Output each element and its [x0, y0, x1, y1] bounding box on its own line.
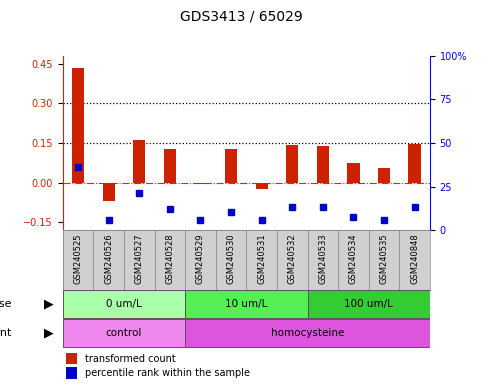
Bar: [317, 146, 329, 183]
Bar: [308, 291, 430, 318]
Bar: [93, 230, 124, 290]
Bar: [102, 183, 115, 201]
Text: GSM240529: GSM240529: [196, 233, 205, 284]
Bar: [67, 353, 77, 364]
Bar: [369, 230, 399, 290]
Bar: [277, 230, 308, 290]
Text: GSM240526: GSM240526: [104, 233, 113, 284]
Text: GSM240848: GSM240848: [410, 233, 419, 284]
Bar: [194, 183, 207, 184]
Bar: [72, 68, 84, 183]
Bar: [347, 163, 359, 183]
Text: GDS3413 / 65029: GDS3413 / 65029: [180, 10, 303, 23]
Bar: [286, 145, 298, 183]
Text: ▶: ▶: [43, 298, 53, 311]
Bar: [185, 291, 308, 318]
Text: 0 um/L: 0 um/L: [106, 299, 142, 310]
Bar: [63, 230, 93, 290]
Bar: [256, 183, 268, 189]
Bar: [225, 149, 237, 183]
Text: GSM240534: GSM240534: [349, 233, 358, 284]
Bar: [185, 319, 430, 347]
Text: GSM240528: GSM240528: [165, 233, 174, 284]
Bar: [164, 149, 176, 183]
Bar: [124, 230, 155, 290]
Text: GSM240527: GSM240527: [135, 233, 144, 284]
Text: percentile rank within the sample: percentile rank within the sample: [85, 368, 250, 378]
Text: control: control: [106, 328, 142, 338]
Text: ▶: ▶: [43, 327, 53, 339]
Bar: [378, 168, 390, 183]
Bar: [338, 230, 369, 290]
Text: agent: agent: [0, 328, 12, 338]
Text: GSM240535: GSM240535: [380, 233, 388, 284]
Bar: [216, 230, 246, 290]
Text: GSM240525: GSM240525: [73, 233, 83, 284]
Bar: [155, 230, 185, 290]
Text: 100 um/L: 100 um/L: [344, 299, 393, 310]
Text: homocysteine: homocysteine: [271, 328, 344, 338]
Text: GSM240533: GSM240533: [318, 233, 327, 284]
Bar: [63, 319, 185, 347]
Text: GSM240530: GSM240530: [227, 233, 236, 284]
Bar: [185, 230, 216, 290]
Bar: [133, 141, 145, 183]
Bar: [399, 230, 430, 290]
Text: GSM240532: GSM240532: [288, 233, 297, 284]
Bar: [308, 230, 338, 290]
Text: dose: dose: [0, 299, 12, 310]
Text: transformed count: transformed count: [85, 354, 175, 364]
Text: GSM240531: GSM240531: [257, 233, 266, 284]
Bar: [67, 367, 77, 379]
Bar: [246, 230, 277, 290]
Bar: [63, 291, 185, 318]
Bar: [409, 144, 421, 183]
Text: 10 um/L: 10 um/L: [225, 299, 268, 310]
